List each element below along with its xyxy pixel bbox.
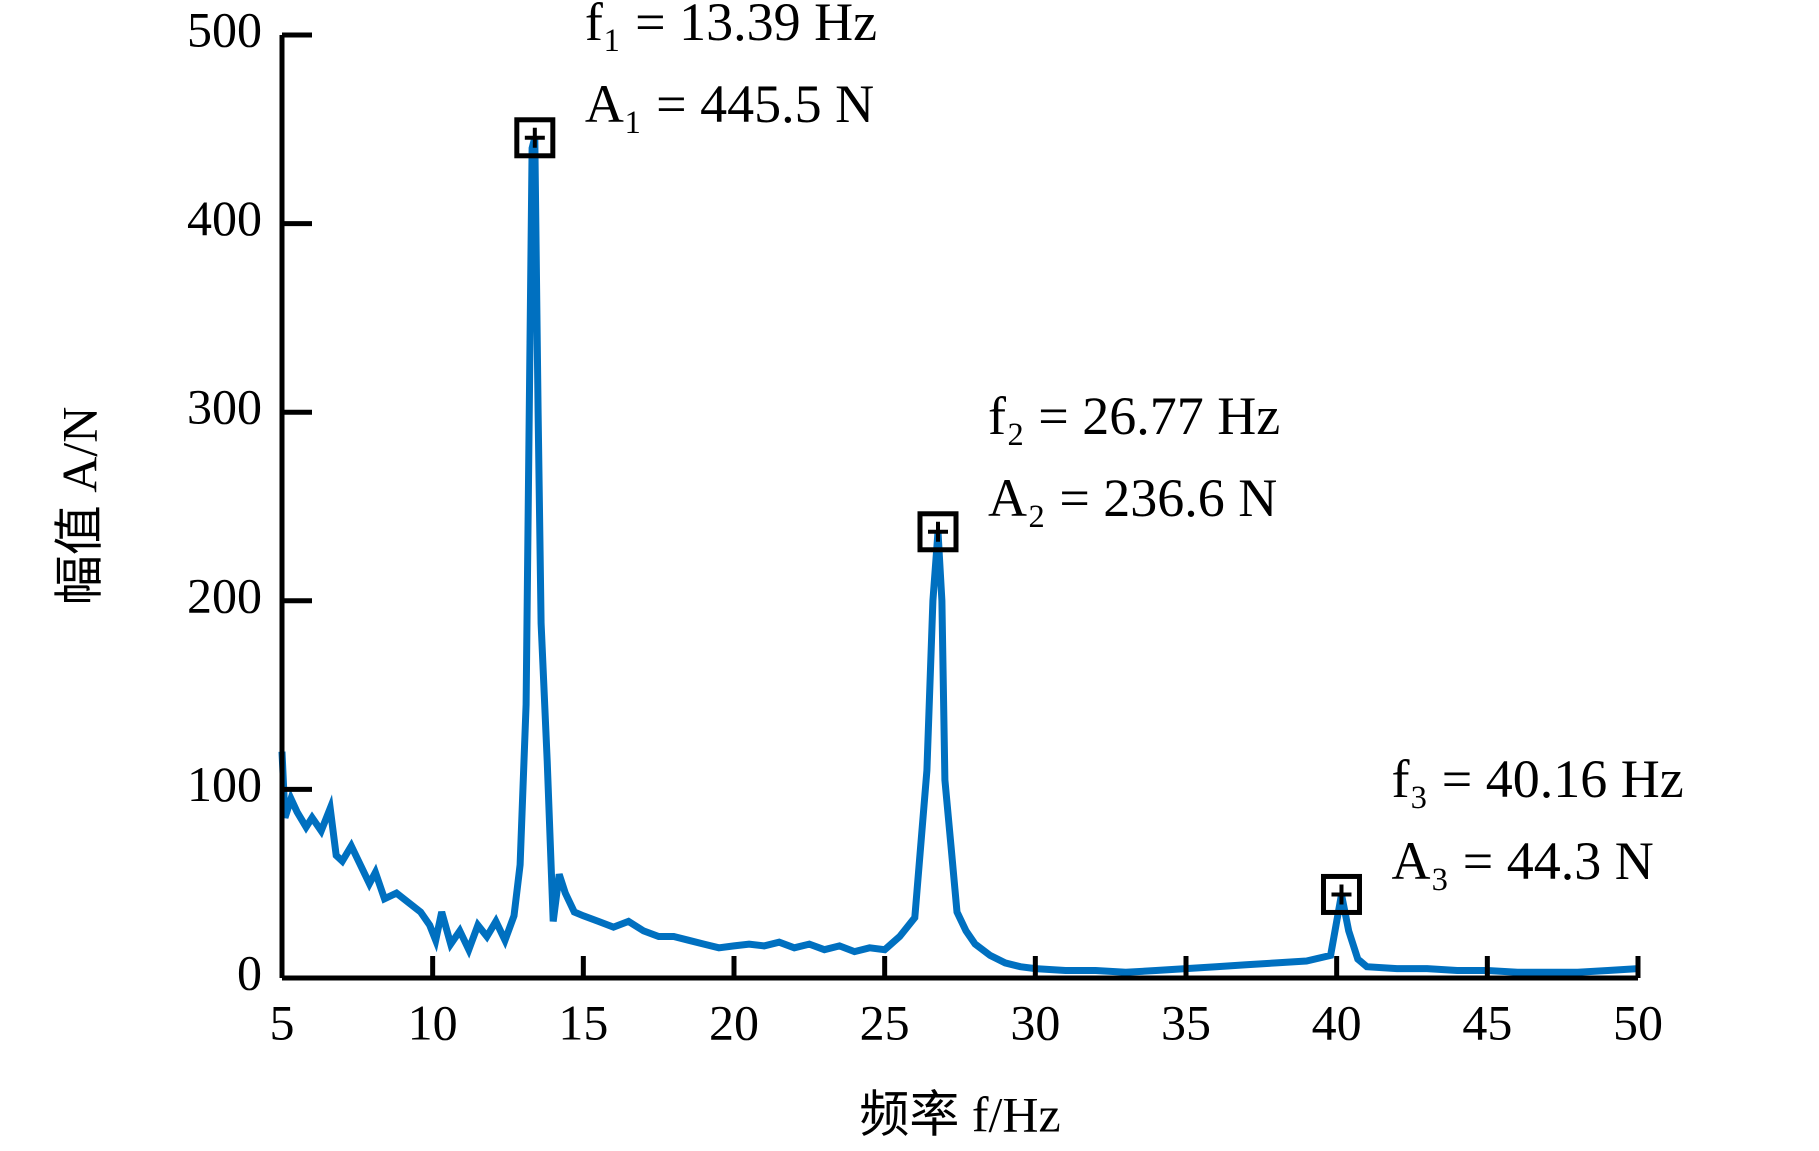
peak-marker [1320,873,1362,915]
peak-marker-cross [1331,884,1352,905]
peak-marker [514,117,556,159]
y-tick-label: 200 [187,567,262,623]
x-axis-label: 频率 f/Hz [859,1086,1060,1142]
y-tick-label: 500 [187,1,262,57]
y-tick-label: 300 [187,379,262,435]
annotation-frequency: f₂ = 26.77 Hz [988,386,1280,446]
peak-marker [917,511,959,553]
peak-marker-cross [928,521,949,542]
x-tick-label: 30 [1010,994,1060,1050]
annotation-frequency: f₃ = 40.16 Hz [1391,749,1683,809]
annotation-amplitude: A₁ = 445.5 N [585,74,874,134]
annotation-amplitude: A₂ = 236.6 N [988,468,1277,528]
y-axis-label: 幅值 A/N [51,407,107,606]
annotation-amplitude: A₃ = 44.3 N [1391,831,1653,891]
x-tick-label: 45 [1462,994,1512,1050]
y-tick-label: 400 [187,190,262,246]
x-tick-label: 10 [408,994,458,1050]
x-tick-label: 40 [1312,994,1362,1050]
peak-marker-cross [524,127,545,148]
x-tick-label: 35 [1161,994,1211,1050]
x-tick-label: 20 [709,994,759,1050]
y-tick-label: 100 [187,756,262,812]
x-tick-label: 25 [860,994,910,1050]
x-tick-label: 50 [1613,994,1663,1050]
x-tick-label: 15 [558,994,608,1050]
annotation-frequency: f₁ = 13.39 Hz [585,0,877,52]
line [278,136,1639,976]
x-tick-label: 5 [270,994,295,1050]
y-tick-label: 0 [237,944,262,1000]
